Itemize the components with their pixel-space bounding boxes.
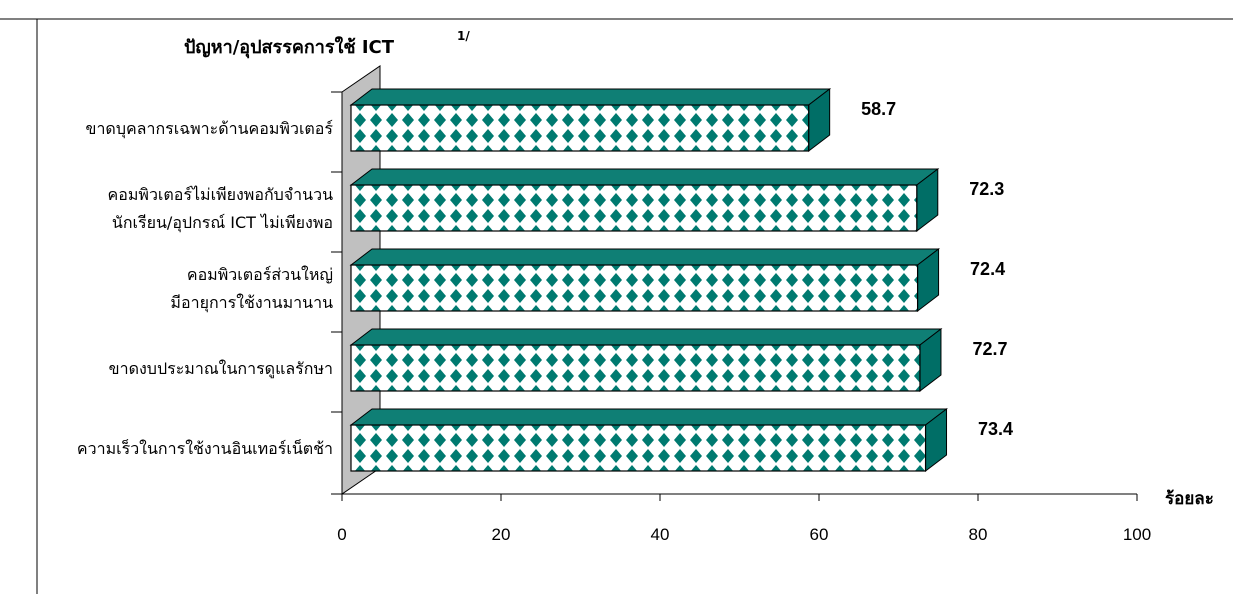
category-label: คอมพิวเตอร์ไม่เพียงพอกับจำนวน bbox=[108, 185, 334, 204]
bar bbox=[349, 167, 940, 233]
bar-top-face bbox=[349, 248, 941, 266]
bar-top-face bbox=[349, 168, 940, 186]
bar-top-face bbox=[349, 408, 949, 426]
bar bbox=[349, 247, 941, 313]
x-tick-labels: 0 20 40 60 80 100 bbox=[337, 525, 1151, 544]
bar bbox=[349, 87, 832, 153]
bar-front-face bbox=[350, 264, 919, 312]
x-tick-label: 100 bbox=[1123, 525, 1151, 544]
bar-front-face bbox=[350, 424, 927, 472]
bar-front-face bbox=[350, 104, 810, 152]
chart-title-superscript: 1/ bbox=[457, 29, 470, 43]
bar-top-face bbox=[349, 328, 943, 346]
value-label: 72.3 bbox=[969, 179, 1004, 199]
x-tick-label: 60 bbox=[810, 525, 829, 544]
value-label: 72.7 bbox=[972, 339, 1007, 359]
category-label: ขาดบุคลากรเฉพาะด้านคอมพิวเตอร์ bbox=[86, 119, 334, 139]
category-label: มีอายุการใช้งานมานาน bbox=[170, 293, 333, 313]
chart-title-text: ปัญหา/อุปสรรคการใช้ ICT bbox=[184, 36, 395, 59]
category-label: นักเรียน/อุปกรณ์ ICT ไม่เพียงพอ bbox=[112, 213, 333, 233]
category-label: คอมพิวเตอร์ส่วนใหญ่ bbox=[187, 265, 333, 284]
bar-top-face bbox=[349, 88, 832, 106]
bar-front-face bbox=[350, 344, 921, 392]
value-label: 73.4 bbox=[978, 419, 1013, 439]
bar bbox=[349, 327, 943, 393]
chart-title: ปัญหา/อุปสรรคการใช้ ICT bbox=[184, 36, 395, 59]
value-label: 72.4 bbox=[970, 259, 1005, 279]
value-labels: 58.7 72.3 72.4 72.7 73.4 bbox=[861, 99, 1013, 439]
bars bbox=[349, 87, 949, 473]
x-tick-label: 40 bbox=[651, 525, 670, 544]
x-tick-label: 20 bbox=[492, 525, 511, 544]
x-tick-label: 0 bbox=[337, 525, 346, 544]
x-axis-unit-label: ร้อยละ bbox=[1165, 489, 1214, 509]
category-label: ขาดงบประมาณในการดูแลรักษา bbox=[109, 359, 333, 379]
value-label: 58.7 bbox=[861, 99, 896, 119]
category-labels: ขาดบุคลากรเฉพาะด้านคอมพิวเตอร์คอมพิวเตอร… bbox=[77, 119, 334, 458]
category-label: ความเร็วในการใช้งานอินเทอร์เน็ตช้า bbox=[77, 438, 333, 458]
bar bbox=[349, 407, 949, 473]
bar-front-face bbox=[350, 184, 918, 232]
y-tick-marks bbox=[331, 91, 342, 495]
x-tick-label: 80 bbox=[969, 525, 988, 544]
x-tick-marks bbox=[341, 494, 1138, 501]
